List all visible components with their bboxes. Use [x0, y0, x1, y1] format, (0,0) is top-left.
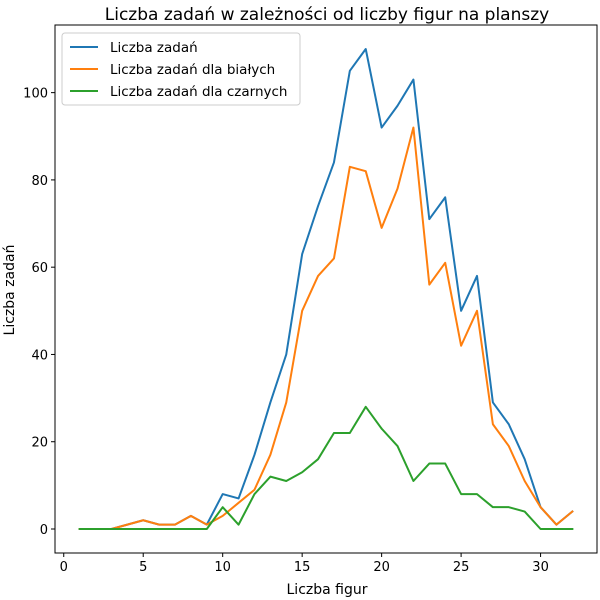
y-tick-label: 0: [40, 523, 48, 538]
x-tick-label: 15: [294, 560, 311, 575]
plot-area: [55, 25, 597, 553]
y-tick-label: 60: [31, 261, 48, 276]
legend-label-2: Liczba zadań dla białych: [110, 62, 275, 78]
y-axis-label: Liczba zadań: [2, 245, 18, 336]
y-tick-label: 40: [31, 348, 48, 363]
x-axis-label: Liczba figur: [287, 582, 368, 598]
legend-label-3: Liczba zadań dla czarnych: [110, 84, 287, 100]
x-tick-label: 5: [139, 560, 147, 575]
x-axis: 0 5 10 15 20 25 30: [60, 553, 549, 575]
y-tick-label: 20: [31, 436, 48, 451]
legend-frame: [61, 32, 301, 106]
x-tick-label: 25: [453, 560, 470, 575]
y-tick-label: 100: [23, 87, 48, 102]
y-tick-label: 80: [31, 174, 48, 189]
chart-title: Liczba zadań w zależności od liczby figu…: [105, 5, 549, 25]
series-line-2: [78, 126, 574, 530]
plot-frame: [54, 24, 598, 554]
legend-label-1: Liczba zadań: [110, 40, 198, 56]
legend: Liczba zadań Liczba zadań dla białych Licz…: [61, 32, 301, 106]
y-axis: 0 20 40 60 80 100: [23, 87, 55, 538]
series-line-3: [78, 405, 574, 530]
x-tick-label: 10: [214, 560, 231, 575]
x-tick-label: 30: [532, 560, 549, 575]
x-tick-label: 20: [373, 560, 390, 575]
x-tick-label: 0: [60, 560, 68, 575]
series-group: [78, 48, 574, 530]
